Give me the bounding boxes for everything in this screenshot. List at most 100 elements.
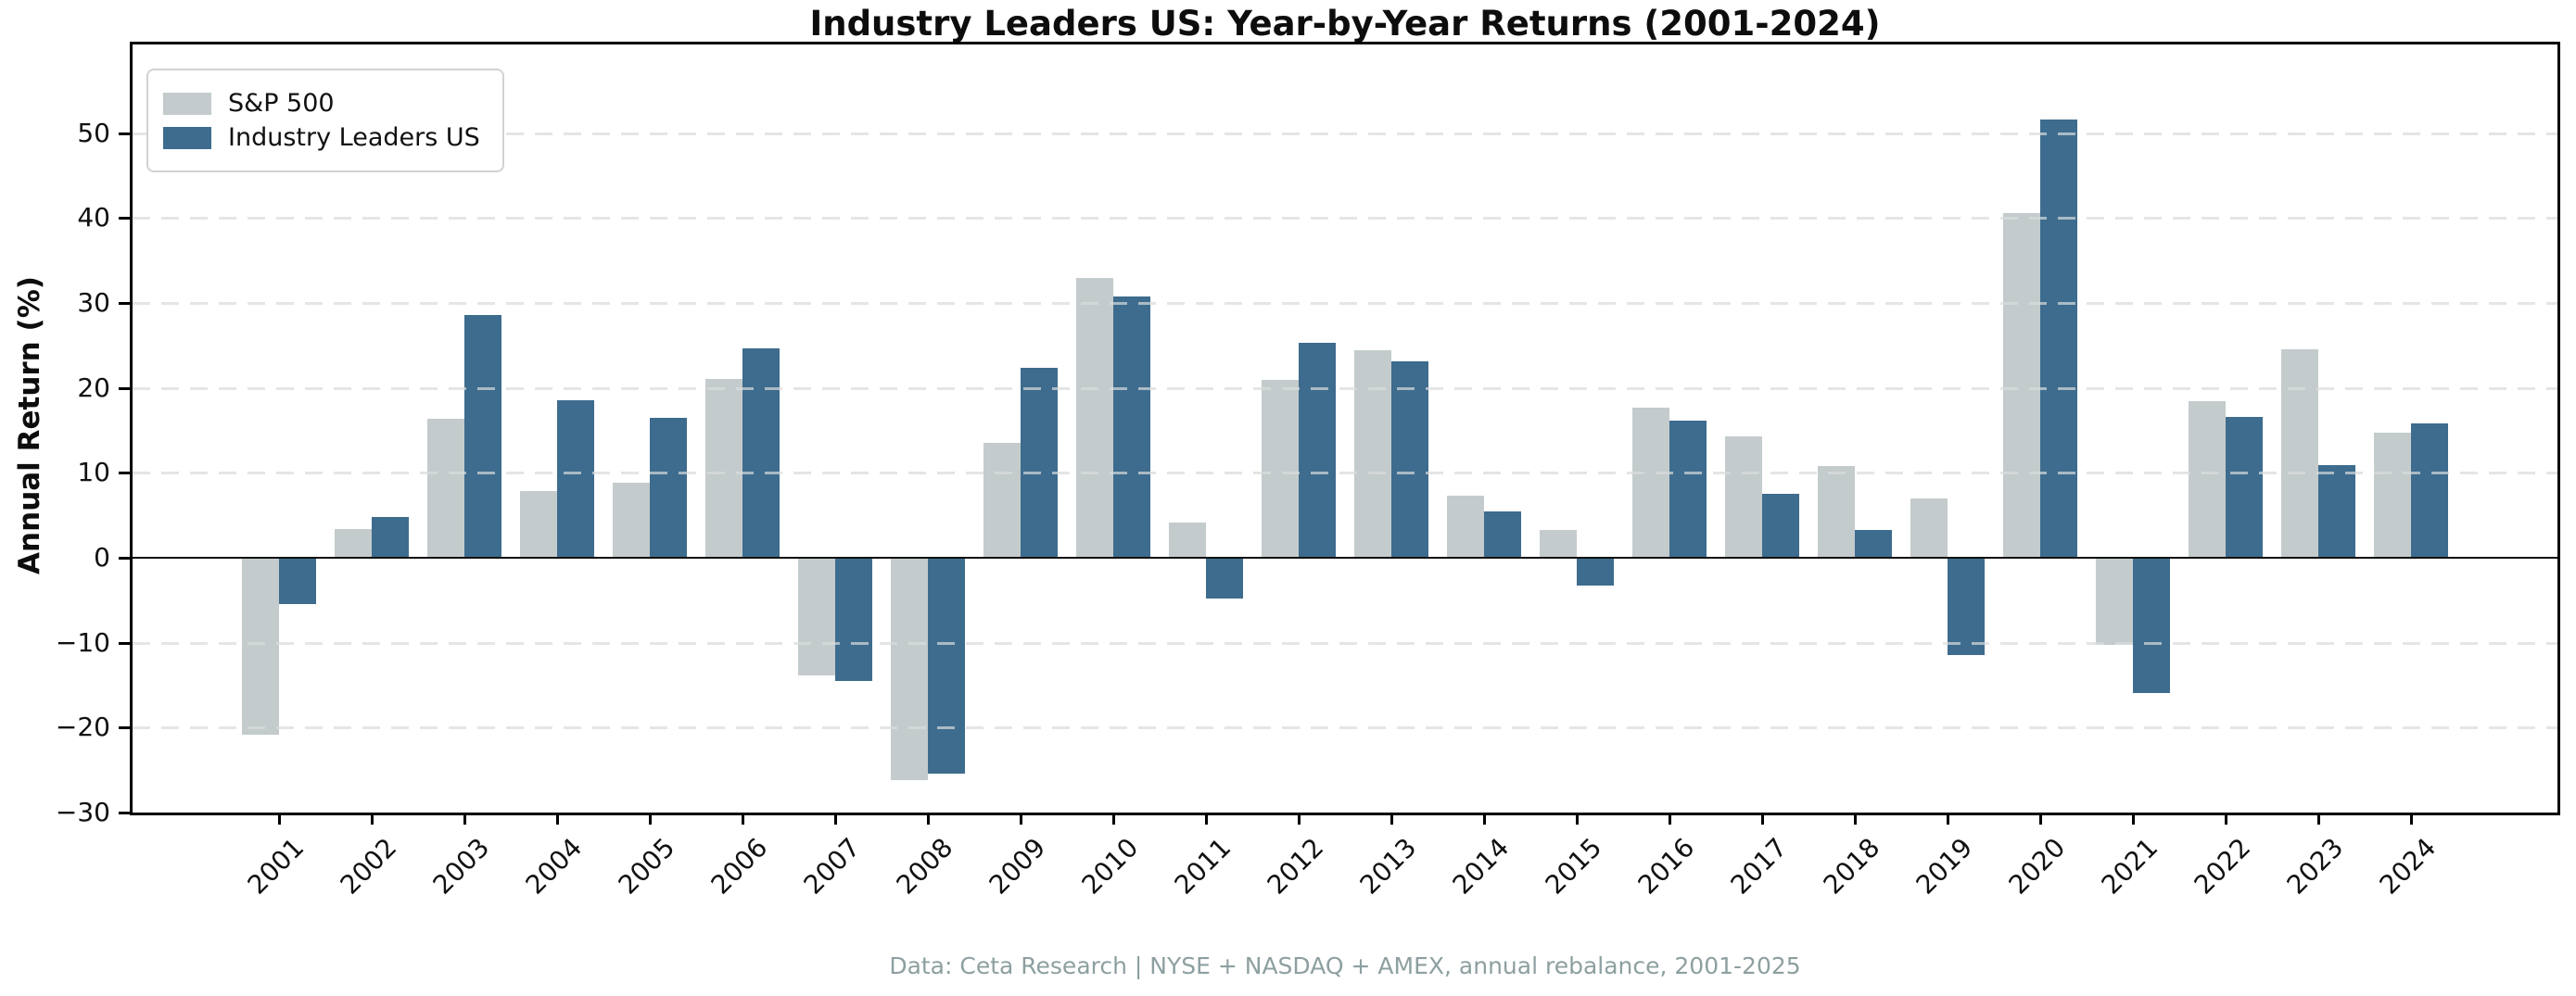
bar-sp500-2016 <box>1632 407 1669 558</box>
bar-industry-leaders-2016 <box>1669 421 1707 558</box>
bar-industry-leaders-2003 <box>464 314 501 558</box>
x-tick-2020 <box>2038 813 2042 825</box>
x-tick-2006 <box>741 813 744 825</box>
bar-sp500-2009 <box>983 443 1021 558</box>
x-tick-label-2006: 2006 <box>704 832 774 901</box>
bar-sp500-2002 <box>335 528 372 558</box>
bar-industry-leaders-2001 <box>279 558 316 604</box>
x-tick-2024 <box>2409 813 2413 825</box>
source-caption: Data: Ceta Research | NYSE + NASDAQ + AM… <box>889 952 1801 979</box>
x-tick-2005 <box>648 813 652 825</box>
y-tick--30 <box>119 812 130 815</box>
legend-item-sp500: S&P 500 <box>163 89 480 118</box>
bar-industry-leaders-2004 <box>557 400 594 558</box>
bar-industry-leaders-2011 <box>1206 558 1243 599</box>
y-tick-10 <box>119 472 130 475</box>
bar-sp500-2011 <box>1169 523 1206 558</box>
bar-industry-leaders-2018 <box>1855 529 1892 558</box>
x-tick-2001 <box>277 813 281 825</box>
legend-swatch-sp500 <box>163 92 211 115</box>
x-tick-label-2008: 2008 <box>890 832 959 901</box>
y-tick-50 <box>119 132 130 135</box>
x-tick-2004 <box>555 813 559 825</box>
gridline-y-40 <box>133 217 2557 221</box>
bar-sp500-2024 <box>2374 433 2411 558</box>
bar-industry-leaders-2017 <box>1762 494 1799 558</box>
x-tick-2012 <box>1297 813 1301 825</box>
x-tick-2008 <box>926 813 930 825</box>
x-tick-2015 <box>1575 813 1579 825</box>
x-tick-2009 <box>1019 813 1022 825</box>
bar-sp500-2003 <box>427 418 464 558</box>
x-tick-2016 <box>1668 813 1671 825</box>
x-tick-label-2024: 2024 <box>2373 832 2443 901</box>
bar-sp500-2001 <box>242 558 279 735</box>
bar-sp500-2023 <box>2281 349 2318 558</box>
legend-swatch-industry-leaders <box>163 126 211 149</box>
x-tick-2014 <box>1482 813 1486 825</box>
y-tick-0 <box>119 557 130 560</box>
zero-line <box>133 557 2557 559</box>
bar-sp500-2012 <box>1262 380 1299 558</box>
gridline-y-30 <box>133 301 2557 305</box>
y-tick--10 <box>119 641 130 645</box>
x-tick-label-2009: 2009 <box>983 832 1052 901</box>
bar-industry-leaders-2005 <box>650 417 687 558</box>
y-tick-label--10: −10 <box>55 626 110 658</box>
bar-industry-leaders-2015 <box>1577 558 1614 586</box>
x-tick-2007 <box>833 813 837 825</box>
x-tick-label-2016: 2016 <box>1631 832 1701 901</box>
y-tick--20 <box>119 726 130 730</box>
x-tick-label-2020: 2020 <box>2002 832 2072 901</box>
bar-industry-leaders-2021 <box>2133 558 2170 693</box>
chart-title: Industry Leaders US: Year-by-Year Return… <box>809 4 1881 44</box>
bar-sp500-2015 <box>1540 529 1577 558</box>
bar-industry-leaders-2010 <box>1113 296 1150 558</box>
bar-industry-leaders-2007 <box>835 558 872 681</box>
legend: S&P 500 Industry Leaders US <box>146 69 504 172</box>
y-tick-label-20: 20 <box>77 372 110 403</box>
bar-industry-leaders-2022 <box>2226 416 2263 558</box>
x-tick-label-2012: 2012 <box>1261 832 1330 901</box>
legend-label-sp500: S&P 500 <box>228 89 335 118</box>
bar-industry-leaders-2024 <box>2411 423 2448 558</box>
x-tick-2010 <box>1111 813 1115 825</box>
x-tick-2002 <box>370 813 374 825</box>
x-tick-2023 <box>2316 813 2320 825</box>
bar-industry-leaders-2002 <box>372 516 409 558</box>
x-tick-label-2015: 2015 <box>1539 832 1608 901</box>
x-tick-label-2003: 2003 <box>426 832 496 901</box>
x-tick-2003 <box>463 813 466 825</box>
y-tick-label--20: −20 <box>55 712 110 743</box>
y-tick-label--30: −30 <box>55 797 110 828</box>
x-tick-label-2001: 2001 <box>241 832 311 901</box>
x-tick-label-2023: 2023 <box>2280 832 2350 901</box>
legend-item-industry-leaders: Industry Leaders US <box>163 123 480 152</box>
y-tick-label-50: 50 <box>77 117 110 148</box>
bar-industry-leaders-2006 <box>742 347 780 558</box>
gridline-y--20 <box>133 726 2557 730</box>
bar-industry-leaders-2008 <box>928 558 965 774</box>
x-tick-2019 <box>1946 813 1949 825</box>
x-tick-label-2005: 2005 <box>612 832 681 901</box>
bar-sp500-2006 <box>705 379 742 558</box>
y-tick-30 <box>119 301 130 305</box>
x-tick-label-2018: 2018 <box>1817 832 1886 901</box>
bar-sp500-2005 <box>613 483 650 558</box>
bar-industry-leaders-2009 <box>1021 367 1058 558</box>
y-tick-40 <box>119 217 130 221</box>
bar-sp500-2017 <box>1725 435 1762 558</box>
bar-sp500-2007 <box>798 558 835 675</box>
y-tick-20 <box>119 386 130 390</box>
legend-label-industry-leaders: Industry Leaders US <box>228 123 480 152</box>
x-tick-label-2019: 2019 <box>1910 832 1979 901</box>
bar-sp500-2008 <box>891 558 928 781</box>
x-tick-label-2021: 2021 <box>2095 832 2164 901</box>
bar-sp500-2010 <box>1076 278 1113 558</box>
plot-area: S&P 500 Industry Leaders US 50 40 30 20 10 0−… <box>56 42 2560 901</box>
y-tick-label-30: 30 <box>77 286 110 318</box>
bar-sp500-2014 <box>1447 496 1484 558</box>
x-tick-label-2014: 2014 <box>1446 832 1516 901</box>
y-tick-label-0: 0 <box>94 542 110 573</box>
bar-sp500-2019 <box>1910 498 1948 558</box>
